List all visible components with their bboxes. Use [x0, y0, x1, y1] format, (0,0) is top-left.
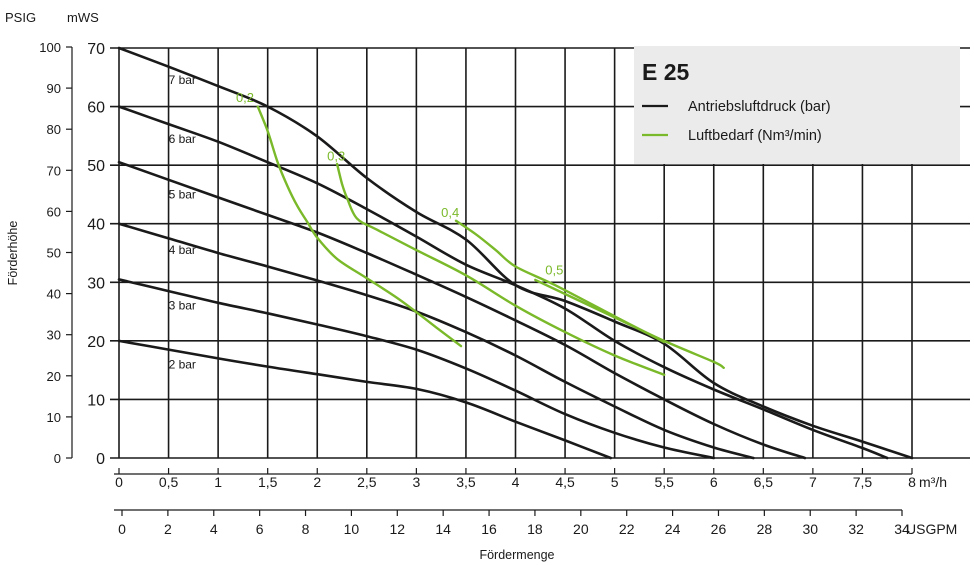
x-tick-label-primary: 7,5 — [853, 474, 873, 490]
x-tick-label-secondary: 4 — [210, 521, 218, 537]
x-tick-label-primary: 4,5 — [555, 474, 575, 490]
y-tick-label-inner: 40 — [87, 217, 105, 234]
pressure-curve-5-bar — [117, 160, 807, 460]
x-tick-label-secondary: 24 — [665, 521, 681, 537]
x-tick-label-secondary: 8 — [302, 521, 310, 537]
pressure-curves — [117, 46, 914, 460]
y-tick-label-outer: 0 — [54, 451, 61, 466]
y-axis-label: Förderhöhe — [6, 221, 20, 286]
pressure-curve-3-bar — [117, 278, 716, 460]
legend-box — [634, 46, 960, 164]
legend-label-air: Luftbedarf (Nm³/min) — [688, 128, 822, 144]
x-tick-label-primary: 7 — [809, 474, 817, 490]
x-axis-secondary: 0 2 4 6 8 10 12 14 16 18 20 22 24 26 28 30 32 34 USGPM — [114, 509, 957, 537]
y-tick-label-outer: 10 — [47, 410, 61, 425]
y-tick-label-inner: 10 — [87, 392, 105, 409]
x-tick-label-secondary: 18 — [527, 521, 543, 537]
air-demand-curve-0-2 — [256, 105, 463, 348]
x-tick-label-primary: 3 — [412, 474, 420, 490]
x-tick-label-secondary: 20 — [573, 521, 589, 537]
y-tick-label-outer: 20 — [47, 369, 61, 384]
x-tick-label-secondary: 28 — [757, 521, 773, 537]
legend: E 25 Antriebsluftdruck (bar) Luftbedarf … — [634, 46, 960, 164]
y-tick-label-inner: 60 — [87, 100, 105, 117]
air-demand-label: 0,2 — [236, 90, 254, 105]
y-tick-label-outer: 30 — [47, 328, 61, 343]
x-tick-label-primary: 8 — [908, 474, 916, 490]
x-tick-label-primary: 3,5 — [456, 474, 476, 490]
y-tick-label-outer: 50 — [47, 246, 61, 261]
y-tick-label-inner: 50 — [87, 158, 105, 175]
x-tick-label-primary: 5,5 — [654, 474, 674, 490]
x-tick-label-secondary: 30 — [802, 521, 818, 537]
y-tick-label-outer: 100 — [39, 40, 61, 55]
x-tick-label-primary: 2,5 — [357, 474, 377, 490]
x-tick-label-primary: 0 — [115, 474, 123, 490]
x-axis-label: Fördermenge — [479, 548, 554, 562]
air-demand-curve-0-3 — [335, 162, 666, 376]
y-tick-label-inner: 0 — [96, 451, 105, 468]
x-tick-label-secondary: 16 — [481, 521, 497, 537]
x-tick-label-secondary: 14 — [435, 521, 451, 537]
x-tick-label-primary: 0,5 — [159, 474, 179, 490]
air-demand-curve-0-5 — [534, 278, 725, 369]
x-tick-label-primary: 5 — [611, 474, 619, 490]
x-tick-label-secondary: 2 — [164, 521, 172, 537]
x-tick-label-secondary: 12 — [390, 521, 406, 537]
x-tick-label-secondary: 10 — [344, 521, 360, 537]
y-unit-outer: PSIG — [5, 10, 36, 25]
x-tick-label-primary: 6,5 — [754, 474, 774, 490]
pressure-label: 6 bar — [169, 132, 196, 146]
y-tick-label-inner: 70 — [87, 41, 105, 58]
chart-title: E 25 — [642, 59, 690, 85]
y-tick-label-outer: 90 — [47, 81, 61, 96]
x-tick-label-primary: 4 — [512, 474, 520, 490]
air-demand-label: 0,5 — [545, 263, 563, 278]
y-tick-label-outer: 80 — [47, 122, 61, 137]
x-unit-primary: m³/h — [919, 474, 947, 490]
air-demand-label: 0,3 — [327, 148, 345, 163]
x-tick-label-primary: 1 — [214, 474, 222, 490]
air-curves — [256, 105, 725, 376]
y-tick-label-outer: 60 — [47, 204, 61, 219]
y-tick-label-outer: 70 — [47, 163, 61, 178]
y-tick-label-outer: 40 — [47, 287, 61, 302]
x-unit-secondary: USGPM — [906, 521, 957, 537]
x-tick-label-secondary: 0 — [118, 521, 126, 537]
pressure-label: 5 bar — [169, 187, 196, 201]
x-tick-label-secondary: 6 — [256, 521, 264, 537]
curve-annotations: 7 bar 6 bar 5 bar 4 bar 3 bar 2 bar 0,2 0,3 0,4 0… — [169, 73, 564, 371]
pressure-label: 7 bar — [169, 73, 196, 87]
y-unit-inner: mWS — [67, 10, 99, 25]
pressure-curve-6-bar — [117, 105, 889, 460]
air-demand-curve-0-4 — [454, 219, 666, 344]
pressure-curve-4-bar — [117, 222, 755, 460]
pressure-label: 2 bar — [169, 357, 196, 371]
y-tick-label-inner: 30 — [87, 275, 105, 292]
x-tick-label-primary: 2 — [313, 474, 321, 490]
y-axis-outer: 0 10 20 30 40 50 60 70 80 90 100 — [39, 40, 73, 466]
x-tick-label-secondary: 26 — [711, 521, 727, 537]
legend-label-pressure: Antriebsluftdruck (bar) — [688, 99, 831, 115]
y-tick-label-inner: 20 — [87, 334, 105, 351]
x-tick-label-secondary: 32 — [848, 521, 864, 537]
x-tick-label-secondary: 22 — [619, 521, 635, 537]
air-demand-label: 0,4 — [441, 205, 459, 220]
x-tick-label-secondary: 34 — [894, 521, 910, 537]
y-axis-inner: 0 10 20 30 40 50 60 70 — [87, 41, 105, 468]
x-axis-primary: 0 0,5 1 1,5 2 2,5 3 3,5 4 4,5 5 5,5 6 6,5 7 7,5 8 m³/h — [114, 468, 947, 490]
pressure-label: 4 bar — [169, 243, 196, 257]
x-tick-label-primary: 6 — [710, 474, 718, 490]
x-tick-label-primary: 1,5 — [258, 474, 278, 490]
pressure-label: 3 bar — [169, 299, 196, 313]
pressure-curve-2-bar — [117, 339, 612, 460]
